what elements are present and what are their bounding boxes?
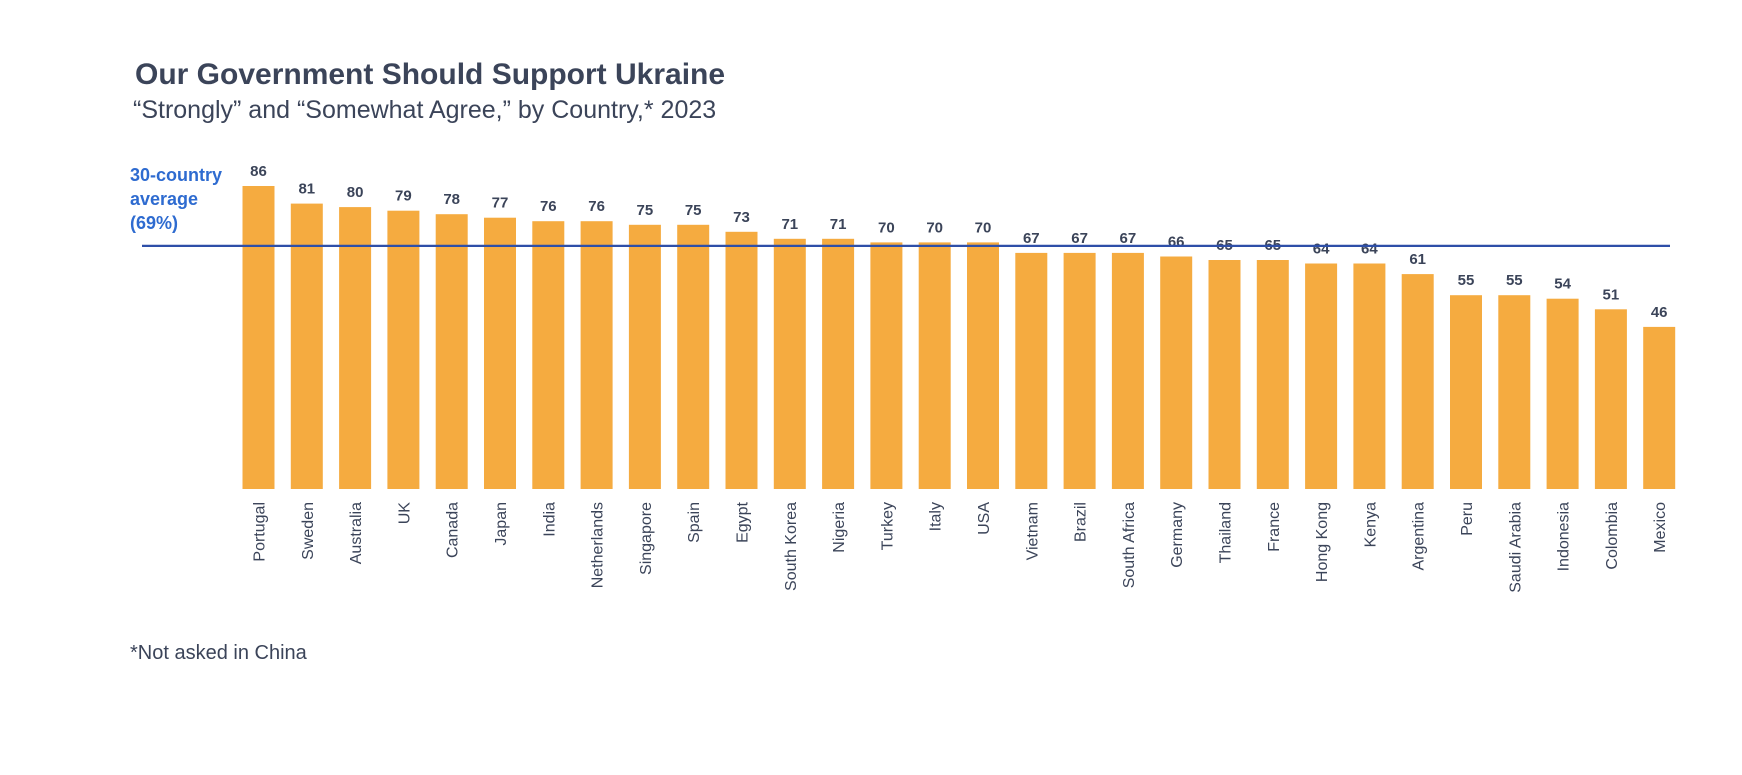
value-label-colombia: 51	[1603, 286, 1620, 303]
chart-subtitle: “Strongly” and “Somewhat Agree,” by Coun…	[133, 96, 716, 124]
bar-netherlands	[580, 221, 613, 489]
category-label-germany: Germany	[1169, 502, 1186, 568]
value-label-turkey: 70	[878, 219, 895, 236]
footnote: *Not asked in China	[130, 642, 308, 664]
bar-nigeria	[822, 238, 855, 489]
category-label-usa: USA	[976, 502, 993, 535]
category-label-france: France	[1266, 502, 1283, 552]
category-label-netherlands: Netherlands	[590, 502, 607, 588]
bar-japan	[484, 217, 516, 489]
bar-thailand	[1208, 260, 1241, 489]
value-label-vietnam: 67	[1023, 230, 1040, 247]
value-label-spain: 75	[685, 202, 702, 219]
value-label-brazil: 67	[1071, 230, 1088, 247]
category-label-vietnam: Vietnam	[1024, 502, 1041, 560]
category-label-thailand: Thailand	[1218, 502, 1235, 563]
bars-group	[242, 186, 1676, 490]
value-label-italy: 70	[926, 219, 943, 236]
bar-germany	[1160, 256, 1193, 489]
bar-spain	[677, 224, 710, 490]
category-label-nigeria: Nigeria	[831, 502, 848, 553]
bar-indonesia	[1546, 298, 1579, 489]
category-label-brazil: Brazil	[1073, 502, 1090, 542]
category-label-hong-kong: Hong Kong	[1314, 502, 1331, 582]
category-label-portugal: Portugal	[252, 502, 269, 562]
category-label-egypt: Egypt	[735, 501, 752, 542]
value-label-south-korea: 71	[781, 216, 798, 233]
value-label-india: 76	[540, 198, 557, 215]
bar-uk	[387, 210, 420, 489]
bar-india	[532, 221, 565, 489]
value-label-egypt: 73	[733, 209, 750, 226]
category-label-mexico: Mexico	[1652, 502, 1669, 553]
bar-italy	[918, 242, 951, 489]
category-label-south-korea: South Korea	[783, 502, 800, 591]
value-label-australia: 80	[347, 184, 364, 201]
bar-egypt	[725, 231, 758, 490]
bar-south-korea	[773, 238, 806, 489]
category-label-spain: Spain	[686, 502, 703, 543]
category-label-colombia: Colombia	[1604, 502, 1621, 570]
value-labels-group: 86 81 80 79 78 77 76 76 75 75 73 71 71 70 70 70 67 67 67 66…	[250, 163, 1667, 321]
value-label-indonesia: 54	[1554, 276, 1571, 293]
category-label-japan: Japan	[493, 502, 510, 546]
category-label-canada: Canada	[445, 502, 462, 558]
value-label-peru: 55	[1458, 272, 1475, 289]
bar-canada	[435, 214, 468, 489]
category-label-sweden: Sweden	[300, 502, 317, 560]
category-label-uk: UK	[396, 502, 413, 525]
value-label-uk: 79	[395, 188, 412, 205]
category-label-saudi-arabia: Saudi Arabia	[1507, 502, 1524, 593]
category-label-turkey: Turkey	[879, 502, 896, 550]
bar-france	[1256, 260, 1289, 489]
bar-portugal	[242, 186, 275, 489]
value-label-singapore: 75	[637, 202, 654, 219]
value-label-portugal: 86	[250, 163, 267, 180]
bar-peru	[1450, 295, 1482, 489]
bar-turkey	[870, 242, 903, 489]
bar-saudi-arabia	[1498, 295, 1531, 489]
category-labels-group: Portugal Sweden Australia UK Canada Japan Indi…	[252, 501, 1670, 592]
category-label-indonesia: Indonesia	[1556, 502, 1573, 571]
value-label-sweden: 81	[298, 181, 315, 198]
category-label-india: India	[541, 502, 558, 537]
value-label-saudi-arabia: 55	[1506, 272, 1523, 289]
average-label-line-1: 30-country	[130, 165, 222, 185]
category-label-peru: Peru	[1459, 502, 1476, 536]
average-label-line-2: average	[130, 189, 198, 209]
category-label-singapore: Singapore	[638, 502, 655, 575]
bar-colombia	[1594, 309, 1627, 489]
bar-hong-kong	[1305, 263, 1338, 489]
chart-title: Our Government Should Support Ukraine	[135, 58, 725, 91]
bar-australia	[339, 207, 372, 489]
value-label-nigeria: 71	[830, 216, 847, 233]
value-label-germany: 66	[1168, 234, 1185, 251]
bar-south-africa	[1111, 252, 1144, 489]
value-label-argentina: 61	[1409, 251, 1426, 268]
category-label-argentina: Argentina	[1411, 502, 1428, 571]
value-label-canada: 78	[443, 191, 460, 208]
average-label-line-3: (69%)	[130, 213, 178, 233]
value-label-kenya: 64	[1361, 241, 1378, 258]
value-label-usa: 70	[975, 219, 992, 236]
value-label-netherlands: 76	[588, 198, 605, 215]
bar-argentina	[1401, 274, 1434, 489]
bar-sweden	[290, 203, 323, 489]
category-label-kenya: Kenya	[1362, 502, 1379, 547]
bar-vietnam	[1015, 252, 1048, 489]
bar-brazil	[1063, 252, 1096, 489]
bar-singapore	[628, 224, 661, 490]
value-label-mexico: 46	[1651, 304, 1668, 321]
value-label-south-africa: 67	[1120, 230, 1137, 247]
bar-kenya	[1353, 263, 1386, 489]
bar-mexico	[1643, 326, 1676, 489]
category-label-australia: Australia	[348, 502, 365, 564]
value-label-hong-kong: 64	[1313, 241, 1330, 258]
category-label-italy: Italy	[928, 502, 945, 531]
value-label-japan: 77	[492, 195, 509, 212]
bar-usa	[967, 242, 999, 489]
category-label-south-africa: South Africa	[1121, 502, 1138, 588]
